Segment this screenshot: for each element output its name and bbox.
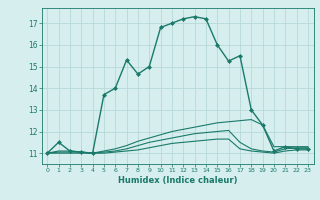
X-axis label: Humidex (Indice chaleur): Humidex (Indice chaleur) [118, 176, 237, 185]
